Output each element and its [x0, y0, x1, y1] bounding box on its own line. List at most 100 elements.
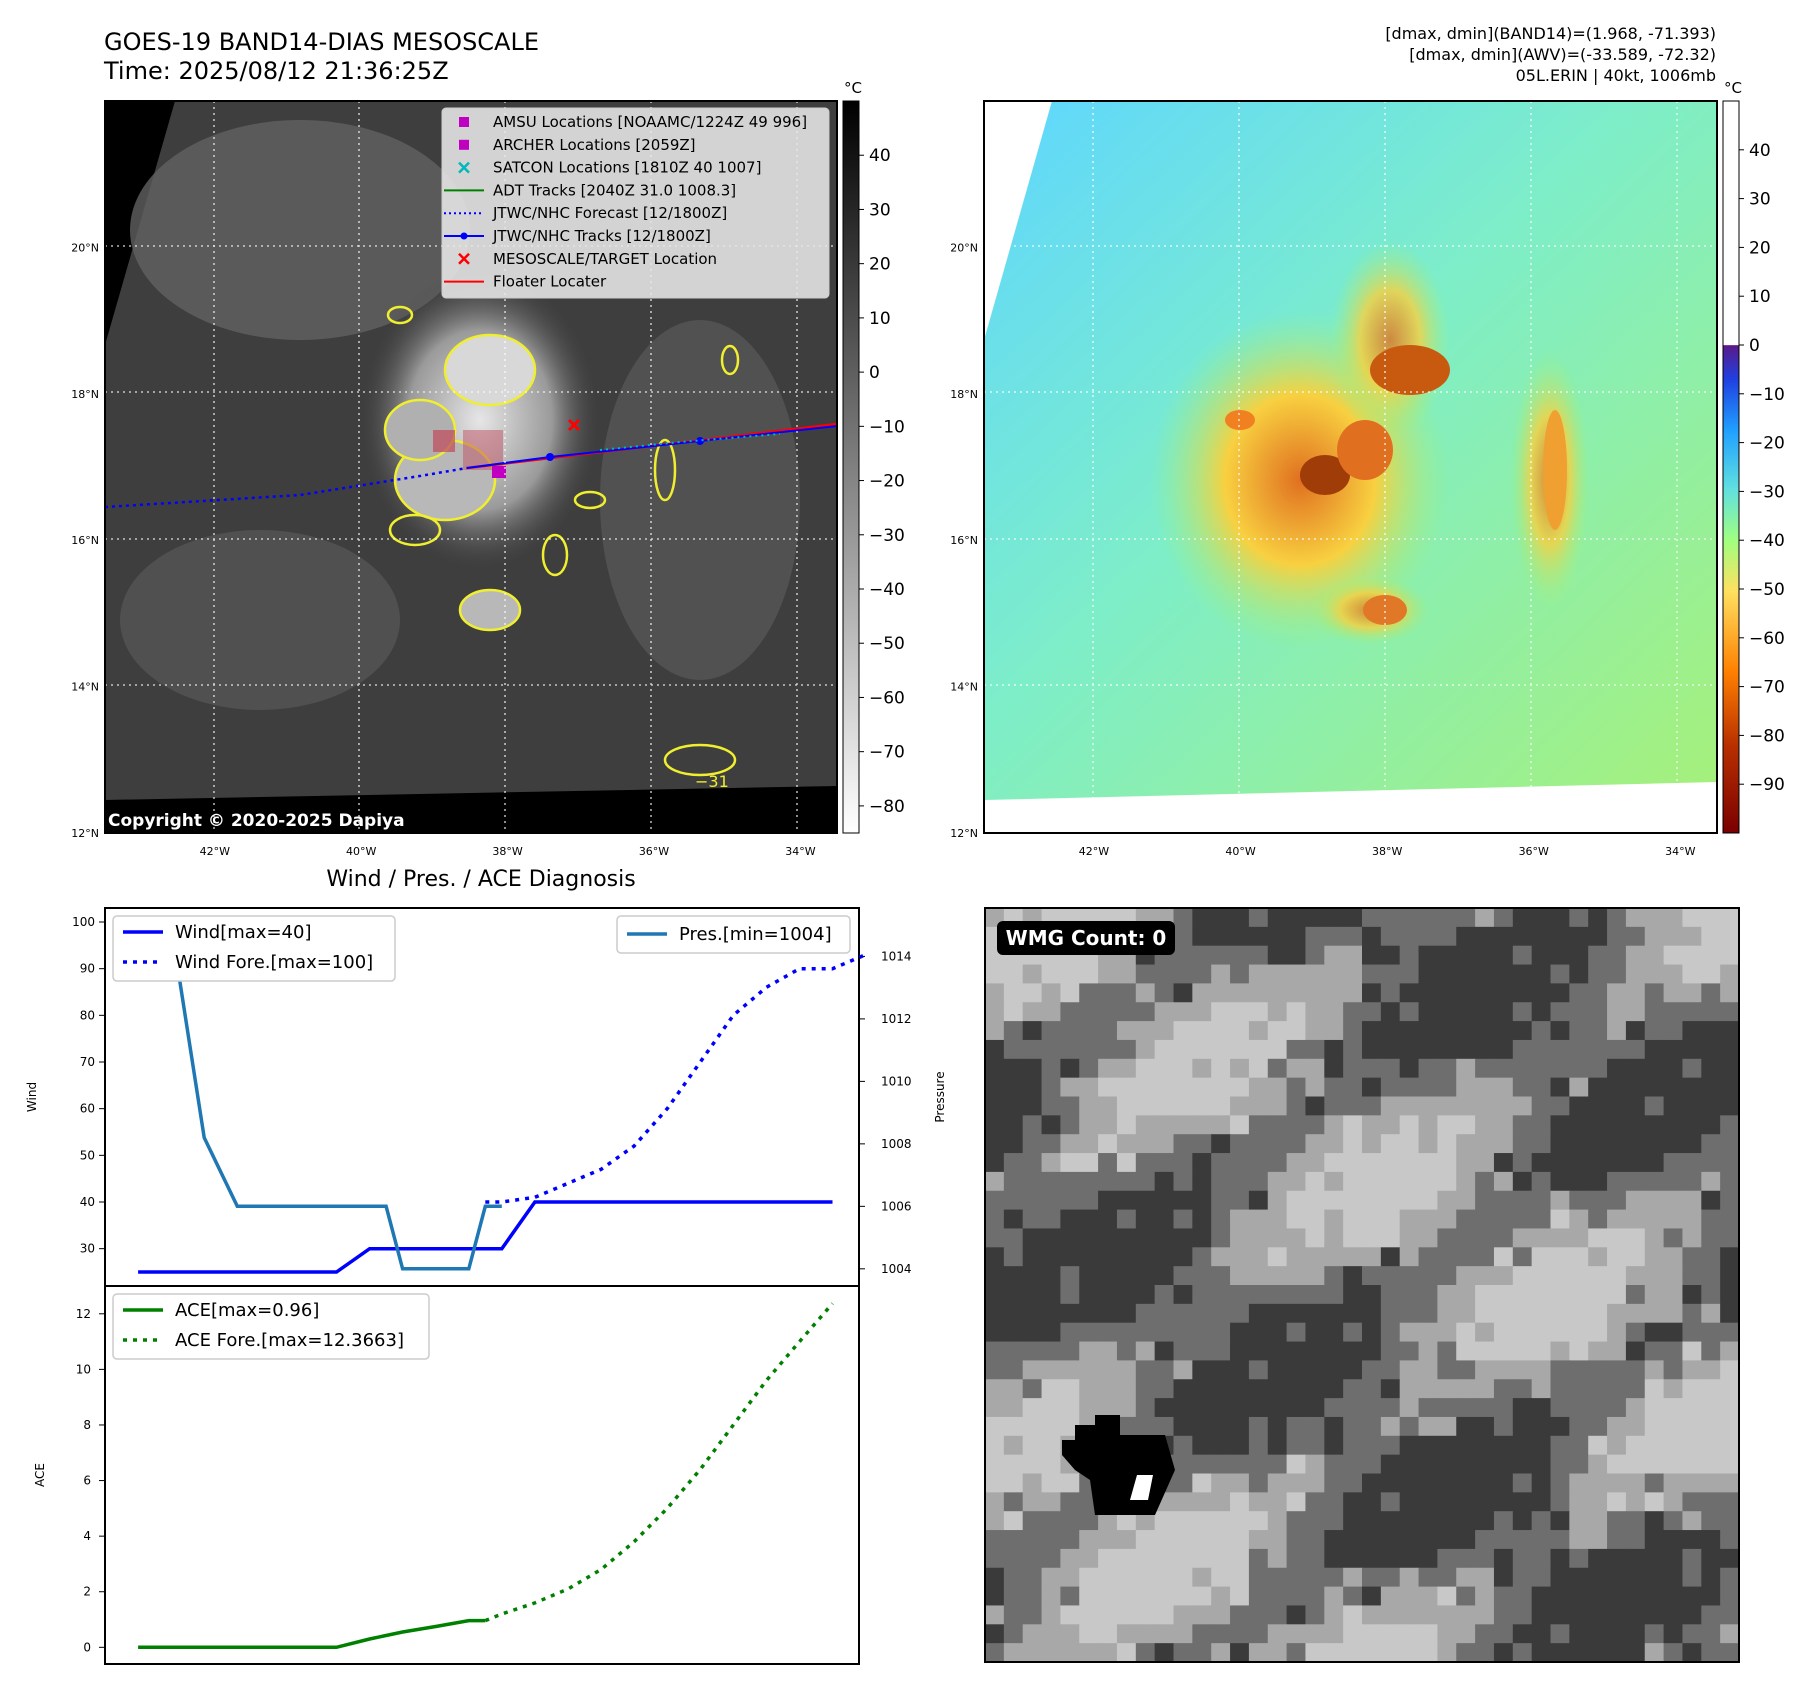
wmg-count: WMG Count: 0	[1006, 926, 1167, 950]
ace-tick-label: 12	[76, 1307, 91, 1321]
wv-lon-tick-label: 34°W	[1665, 845, 1695, 858]
wind-tick-label: 40	[80, 1195, 95, 1209]
wind-legend-label: Wind Fore.[max=100]	[175, 952, 373, 973]
wind-axis-label: Wind	[25, 1082, 39, 1112]
pressure-tick-label: 1012	[881, 1012, 912, 1026]
wv-colorbar-tick-label: 30	[1749, 190, 1771, 210]
figure-title: GOES-19 BAND14-DIAS MESOSCALE	[104, 28, 539, 56]
ace-series-line	[138, 1618, 486, 1650]
wind-tick-label: 30	[80, 1242, 95, 1256]
ace-axis-label: ACE	[33, 1463, 47, 1487]
ir-colorbar-tick-label: −10	[869, 417, 905, 437]
ir-colorbar-tick-label: 0	[869, 363, 880, 383]
wind-tick-label: 50	[80, 1148, 95, 1162]
ace-legend-label: ACE[max=0.96]	[175, 1300, 319, 1321]
ace-tick-label: 6	[83, 1474, 91, 1488]
ir-legend-label: AMSU Locations [NOAAMC/1224Z 49 996]	[493, 113, 807, 131]
wv-colorbar-tick-label: −90	[1749, 775, 1785, 795]
ir-colorbar: °C 40 30 20 10 0 −10 −20 −30 −40 −50 −60 −70 −80	[842, 79, 905, 834]
ace-chart: ACE 0 2 4 6 8 10 12 ACE[max=0.96] ACE Fore.[max…	[33, 1285, 860, 1665]
pressure-series-line	[138, 923, 502, 1271]
legend-marker-square	[459, 117, 469, 127]
wv-lat-tick-label: 14°N	[950, 681, 978, 694]
info-awv: [dmax, dmin](AWV)=(-33.589, -72.32)	[1409, 45, 1716, 64]
ace-tick-label: 4	[83, 1529, 91, 1543]
wind-series-line	[138, 1200, 568, 1274]
ir-legend-label: JTWC/NHC Tracks [12/1800Z]	[492, 227, 711, 245]
ir-legend-label: SATCON Locations [1810Z 40 1007]	[493, 159, 761, 177]
wv-lat-tick-label: 16°N	[950, 534, 978, 547]
pressure-tick-label: 1006	[881, 1199, 912, 1213]
wv-colorbar-tick-label: −50	[1749, 580, 1785, 600]
ir-legend-label: MESOSCALE/TARGET Location	[493, 250, 717, 268]
ace-legend-label: ACE Fore.[max=12.3663]	[175, 1330, 404, 1351]
legend-marker-square	[459, 139, 469, 150]
wind-tick-label: 80	[80, 1008, 95, 1022]
amsu-square	[492, 466, 506, 478]
wmg-badge	[997, 921, 1175, 955]
wind-forecast-line	[485, 953, 867, 1204]
wind-pressure-chart: Wind Pressure 30 40 50 60 70 80 90 100 1004 1006 1…	[25, 907, 947, 1287]
ir-lat-tick-label: 20°N	[71, 241, 99, 254]
wv-colorbar-tick-label: −70	[1749, 678, 1785, 698]
ace-tick-label: 2	[83, 1585, 91, 1599]
ir-legend-label: Floater Locater	[493, 273, 607, 291]
target-marker	[567, 418, 581, 432]
wv-colorbar-tick-label: −60	[1749, 629, 1785, 649]
wmg-warm-pixel	[1130, 1475, 1153, 1500]
pressure-tick-label: 1014	[881, 949, 912, 963]
wv-lon-tick-label: 40°W	[1225, 845, 1255, 858]
legend-marker-x	[458, 161, 470, 174]
ir-lon-tick-label: 36°W	[639, 845, 669, 858]
wv-colorbar-tick-label: −20	[1749, 434, 1785, 454]
ir-lon-tick-label: 38°W	[492, 845, 522, 858]
ace-legend: ACE[max=0.96] ACE Fore.[max=12.3663]	[112, 1293, 430, 1360]
pressure-tick-label: 1008	[881, 1137, 912, 1151]
pressure-axis-label: Pressure	[933, 1071, 947, 1122]
ir-legend: AMSU Locations [NOAAMC/1224Z 49 996] ARCH…	[441, 107, 830, 299]
pressure-legend-label: Pres.[min=1004]	[679, 924, 832, 945]
ir-lon-tick-label: 42°W	[200, 845, 230, 858]
ir-colorbar-tick-label: 30	[869, 200, 891, 220]
wv-colorbar-tick-label: −30	[1749, 482, 1785, 502]
wv-lon-tick-label: 38°W	[1372, 845, 1402, 858]
ir-colorbar-tick-label: 40	[869, 146, 891, 166]
wind-legend-label: Wind[max=40]	[175, 922, 312, 943]
ir-lat-tick-label: 14°N	[71, 681, 99, 694]
ir-panel: −31 Copyright © 2020-2025 Dapiya AMSU Lo…	[104, 79, 905, 834]
wind-tick-label: 60	[80, 1102, 95, 1116]
ir-colorbar-tick-label: −40	[869, 580, 905, 600]
wind-tick-label: 100	[72, 915, 95, 929]
wv-lat-tick-label: 12°N	[950, 827, 978, 840]
ir-legend-label: ADT Tracks [2040Z 31.0 1008.3]	[493, 181, 736, 199]
ir-colorbar-tick-label: 10	[869, 309, 891, 329]
ace-tick-label: 0	[83, 1640, 91, 1654]
ir-lat-tick-label: 16°N	[71, 534, 99, 547]
legend-marker-x	[458, 252, 470, 265]
ir-lat-tick-label: 12°N	[71, 827, 99, 840]
wv-colorbar-tick-label: −10	[1749, 385, 1785, 405]
ace-forecast-line	[484, 1302, 834, 1623]
diagnosis-title: Wind / Pres. / ACE Diagnosis	[326, 867, 635, 892]
wv-colorbar-tick-label: 40	[1749, 141, 1771, 161]
wind-tick-label: 70	[80, 1055, 95, 1069]
pressure-tick-label: 1004	[881, 1262, 912, 1276]
ir-colorbar-tick-label: −50	[869, 634, 905, 654]
ir-lon-tick-label: 34°W	[785, 845, 815, 858]
wmg-panel: WMG Count: 0	[984, 907, 1740, 1663]
pressure-legend: Pres.[min=1004]	[616, 915, 851, 954]
ir-colorbar-tick-label: −60	[869, 688, 905, 708]
wv-gridlines	[984, 101, 1717, 833]
wv-lat-tick-label: 18°N	[950, 388, 978, 401]
wv-colorbar-tick-label: 0	[1749, 336, 1760, 356]
pressure-tick-label: 1010	[881, 1074, 912, 1088]
wv-lon-tick-label: 42°W	[1079, 845, 1109, 858]
ir-legend-label: ARCHER Locations [2059Z]	[493, 136, 696, 154]
track-line	[466, 425, 837, 469]
ir-colorbar-tick-label: 20	[869, 255, 891, 275]
ace-tick-label: 8	[83, 1418, 91, 1432]
ir-colorbar-tick-label: −30	[869, 526, 905, 546]
wv-colorbar-tick-label: −40	[1749, 531, 1785, 551]
wv-colorbar-tick-label: 20	[1749, 238, 1771, 258]
